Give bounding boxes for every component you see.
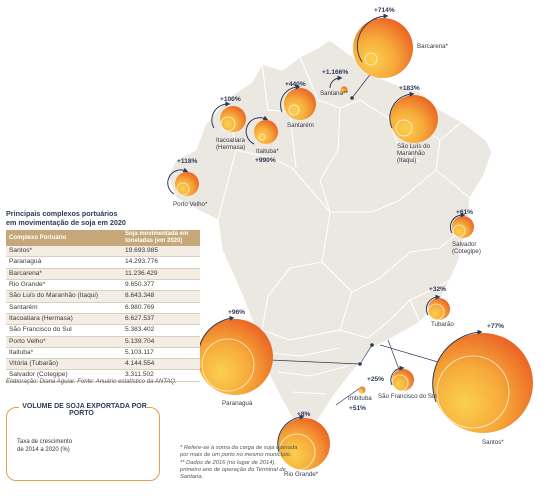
table-row: Rio Grande* 9.650.377 [6,279,200,292]
bubble-salvador [452,216,474,238]
bubble-paranagua [197,319,273,395]
bubble-santos [433,333,533,433]
bubble-barcarena [353,18,413,78]
table-row: Santarém 6.980.769 [6,302,200,314]
table-cell-port: Porto Velho* [6,336,122,348]
port-label-santana: Santana** [320,90,348,97]
table-row: São Luís do Maranhão (Itaqui) 8.643.348 [6,290,200,303]
bubble-itacoatiara [220,106,246,132]
table-cell-port: Paranaguá [6,256,122,269]
state-borders [217,56,471,395]
table-row: Salvador (Cotegipe) 3.311.502 [6,369,200,382]
growth-sao-francisco: +25% [367,376,384,383]
table-header-volume: Soja movimentada em toneladas (em 2020) [122,230,200,247]
port-label-itaituba: Itaituba* [256,148,279,155]
port-label-itacoatiara: Itacoatiara (Hermasa) [216,137,245,151]
port-label-tubarao: Tubarão [431,321,454,328]
table-cell-port: Salvador (Cotegipe) [6,369,122,382]
table-row: Santos* 19.693.985 [6,246,200,258]
bubble-sao-luis [390,95,438,143]
footnotes: * Refere-se à soma da carga de soja oper… [180,445,298,481]
table-cell-volume: 5.139.704 [122,336,200,348]
bubble-sao-francisco [391,369,414,392]
port-label-barcarena: Barcarena* [417,43,449,50]
bubble-tubarao [427,298,450,321]
port-label-imbituba: Imbituba [348,395,372,402]
growth-salvador: +61% [456,209,473,216]
table-cell-volume: 4.144.554 [122,358,200,371]
growth-porto-velho: +118% [177,158,197,165]
table-cell-port: Vitória (Tubarão) [6,358,122,371]
table-cell-volume: 5.383.402 [122,324,200,337]
growth-itaituba: +990% [255,157,276,164]
bubble-itaituba [254,120,278,144]
table-row: Itaituba* 5.103.117 [6,347,200,360]
port-label-sao-francisco: São Francisco do Sul [378,393,437,400]
bubble-imbituba [358,386,366,394]
table-cell-volume: 11.236.429 [122,268,200,281]
growth-santana: +1.166% [322,69,348,76]
table-title: Principais complexos portuários em movim… [6,209,126,227]
port-dots [350,96,374,366]
port-label-porto-velho: Porto Velho* [173,201,208,208]
bubble-porto-velho [175,172,199,196]
table-cell-port: Itaituba* [6,347,122,360]
table-cell-volume: 6.627.537 [122,313,200,326]
bubble-santana [340,86,348,94]
table-row: São Francisco do Sul 5.383.402 [6,324,200,337]
table-cell-port: Itacoatiara (Hermasa) [6,313,122,326]
table-cell-volume: 3.311.502 [122,369,200,382]
table-row: Vitória (Tubarão) 4.144.554 [6,358,200,371]
table-cell-port: Barcarena* [6,268,122,281]
growth-tubarao: +32% [429,286,446,293]
table-cell-port: Santarém [6,302,122,314]
growth-sao-luis: +183% [399,85,420,92]
table-cell-port: Rio Grande* [6,279,122,292]
port-label-santos: Santos* [482,439,504,446]
legend-title: VOLUME DE SOJA EXPORTADA POR PORTO [7,403,159,417]
growth-itacoatiara: +100% [220,96,241,103]
growth-barcarena: +714% [374,7,395,14]
table-row: Porto Velho* 5.139.704 [6,336,200,348]
ports-table: Complexo Portuário Soja movimentada em t… [6,230,200,382]
table-cell-volume: 6.980.769 [122,302,200,314]
port-label-sao-luis: São Luís do Maranhão (Itaqui) [397,143,431,164]
port-label-paranagua: Paranaguá [222,400,253,407]
table-body: Santos* 19.693.985 Paranaguá 14.293.776 Barc… [6,246,200,382]
table-cell-port: Santos* [6,246,122,258]
legend-box: VOLUME DE SOJA EXPORTADA POR PORTO Taxa … [6,403,160,481]
growth-paranagua: +96% [228,309,245,316]
table-cell-volume: 8.643.348 [122,290,200,303]
growth-rio-grande: +8% [297,411,311,418]
ports-table-block: Principais complexos portuários em movim… [6,209,200,382]
port-label-salvador: Salvador (Cotegipe) [452,241,481,255]
table-cell-port: São Luís do Maranhão (Itaqui) [6,290,122,303]
growth-santarem: +440% [285,81,306,88]
growth-imbituba: +51% [349,405,366,412]
table-cell-volume: 14.293.776 [122,256,200,269]
table-row: Paranaguá 14.293.776 [6,256,200,269]
table-row: Barcarena* 11.236.429 [6,268,200,281]
table-cell-volume: 19.693.985 [122,246,200,258]
table-row: Itacoatiara (Hermasa) 6.627.537 [6,313,200,326]
port-label-santarem: Santarém [287,122,314,129]
growth-santos: +77% [487,323,504,330]
table-cell-volume: 5.103.117 [122,347,200,360]
table-cell-port: São Francisco do Sul [6,324,122,337]
legend-growth-label: Taxa de crescimento de 2014 a 2020 (%) [17,439,73,453]
port-label-rio-grande: Rio Grande* [284,471,319,478]
credit-text: Elaboração: Diana Aguiar. Fonte: Anuário… [6,379,177,385]
table-header-port: Complexo Portuário [6,230,122,247]
bubble-santarem [284,88,316,120]
table-cell-volume: 9.650.377 [122,279,200,292]
